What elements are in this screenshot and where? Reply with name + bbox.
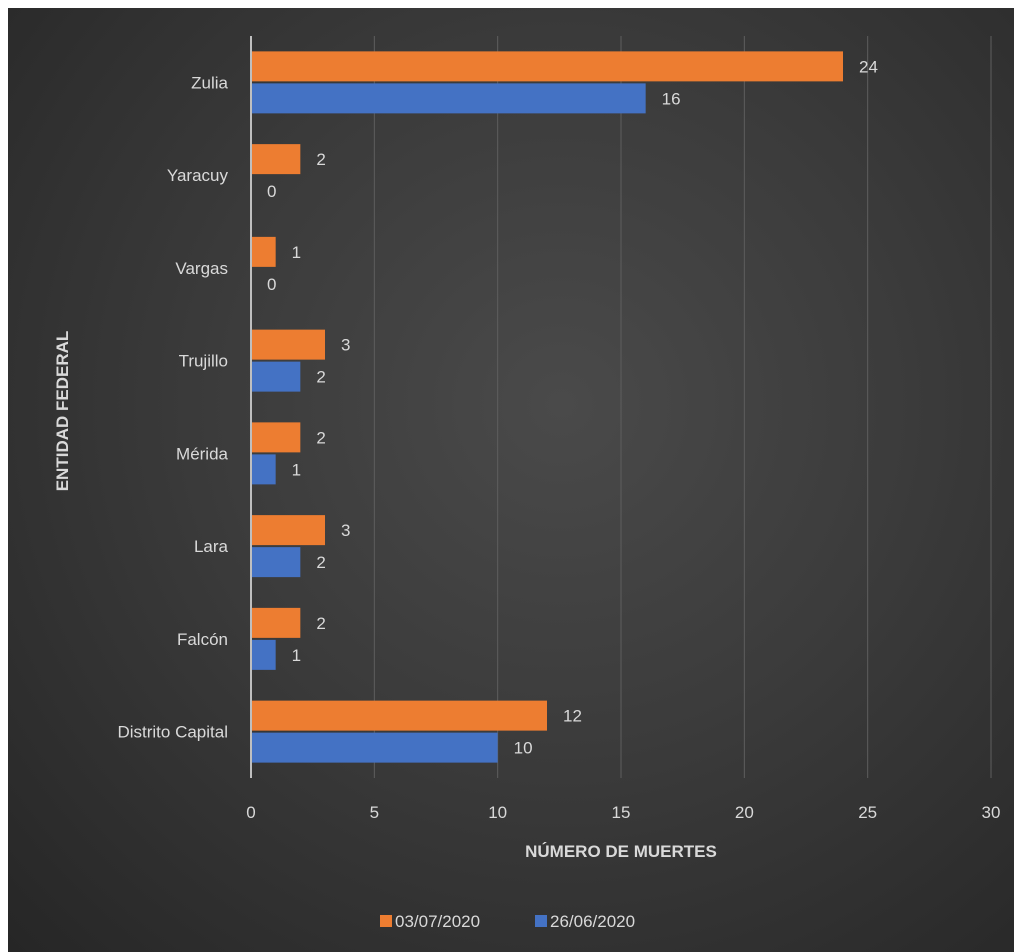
chart-area — [8, 8, 1014, 952]
bar-trujillo-26-06-2020 — [252, 361, 301, 392]
bar-merida-26-06-2020 — [252, 454, 276, 485]
legend: 03/07/2020 26/06/2020 — [380, 912, 635, 931]
category-label-zulia: Zulia — [191, 73, 228, 92]
data-label-trujillo-03-07-2020: 3 — [341, 336, 350, 355]
x-tick-label: 10 — [488, 803, 507, 822]
data-label-vargas-03-07-2020: 1 — [292, 243, 301, 262]
x-tick-label: 20 — [735, 803, 754, 822]
category-label-trujillo: Trujillo — [179, 352, 228, 371]
data-label-trujillo-26-06-2020: 2 — [316, 368, 325, 387]
data-label-distrito-capital-03-07-2020: 12 — [563, 707, 582, 726]
bar-falcon-03-07-2020 — [252, 607, 301, 638]
bar-distrito-capital-03-07-2020 — [252, 700, 547, 731]
legend-swatch-03-07-2020 — [380, 915, 392, 927]
x-tick-label: 25 — [858, 803, 877, 822]
data-label-zulia-26-06-2020: 16 — [662, 89, 681, 108]
category-label-falcon: Falcón — [177, 630, 228, 649]
legend-label-03-07-2020: 03/07/2020 — [395, 912, 480, 931]
category-label-distrito-capital: Distrito Capital — [117, 723, 228, 742]
bar-trujillo-03-07-2020 — [252, 329, 325, 360]
category-label-merida: Mérida — [176, 444, 229, 463]
bar-lara-26-06-2020 — [252, 547, 301, 578]
x-axis-title: NÚMERO DE MUERTES — [525, 842, 717, 861]
data-label-merida-03-07-2020: 2 — [316, 428, 325, 447]
bar-vargas-03-07-2020 — [252, 236, 276, 267]
data-label-falcon-26-06-2020: 1 — [292, 646, 301, 665]
data-label-lara-26-06-2020: 2 — [316, 553, 325, 572]
x-tick-label: 30 — [982, 803, 1001, 822]
data-label-yaracuy-26-06-2020: 0 — [267, 182, 276, 201]
labels: 0 5 10 15 20 25 30Zulia2416Yaracuy20Vargas10Tr… — [117, 57, 1000, 822]
bar-falcon-26-06-2020 — [252, 639, 276, 670]
data-label-yaracuy-03-07-2020: 2 — [316, 150, 325, 169]
data-label-merida-26-06-2020: 1 — [292, 460, 301, 479]
bar-distrito-capital-26-06-2020 — [252, 732, 498, 763]
x-tick-label: 15 — [612, 803, 631, 822]
data-label-lara-03-07-2020: 3 — [341, 521, 350, 540]
category-label-vargas: Vargas — [175, 259, 228, 278]
bar-zulia-26-06-2020 — [252, 83, 646, 114]
gridlines — [373, 36, 992, 778]
legend-swatch-26-06-2020 — [535, 915, 547, 927]
y-axis-title: ENTIDAD FEDERAL — [53, 331, 72, 492]
bar-yaracuy-03-07-2020 — [252, 144, 301, 175]
data-label-vargas-26-06-2020: 0 — [267, 275, 276, 294]
category-label-yaracuy: Yaracuy — [167, 166, 229, 185]
legend-label-26-06-2020: 26/06/2020 — [550, 912, 635, 931]
data-label-distrito-capital-26-06-2020: 10 — [514, 739, 533, 758]
bar-merida-03-07-2020 — [252, 422, 301, 453]
bar-lara-03-07-2020 — [252, 515, 325, 546]
data-label-falcon-03-07-2020: 2 — [316, 614, 325, 633]
x-tick-label: 0 — [246, 803, 255, 822]
bars — [252, 51, 843, 763]
x-tick-label: 5 — [370, 803, 379, 822]
data-label-zulia-03-07-2020: 24 — [859, 57, 878, 76]
bar-zulia-03-07-2020 — [252, 51, 843, 82]
category-label-lara: Lara — [194, 537, 229, 556]
